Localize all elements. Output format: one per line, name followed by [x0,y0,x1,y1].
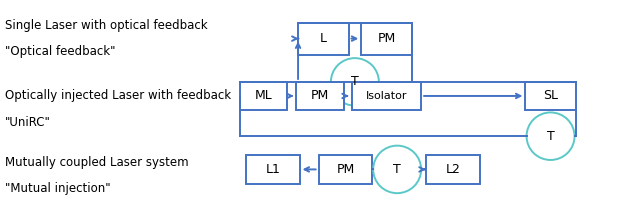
Bar [246,155,300,184]
Text: PM: PM [311,90,329,102]
Text: "Optical feedback": "Optical feedback" [4,45,115,58]
Ellipse shape [373,146,421,193]
Text: "UniRC": "UniRC" [4,116,51,129]
Bar [361,22,411,55]
Text: Mutually coupled Laser system: Mutually coupled Laser system [4,156,188,169]
Ellipse shape [331,58,379,106]
Text: SL: SL [543,90,558,102]
Text: PM: PM [377,32,396,45]
Text: L2: L2 [445,163,460,176]
Bar [318,155,372,184]
Bar [426,155,479,184]
Bar [352,82,421,110]
Text: T: T [351,75,359,88]
Text: T: T [393,163,401,176]
Text: PM: PM [336,163,354,176]
Ellipse shape [527,112,574,160]
Bar [526,82,576,110]
Text: "Mutual injection": "Mutual injection" [4,182,110,195]
Text: Isolator: Isolator [366,91,407,101]
Text: ML: ML [254,90,272,102]
Text: Optically injected Laser with feedback: Optically injected Laser with feedback [4,90,231,102]
Bar [240,82,287,110]
Bar [298,22,349,55]
Text: Single Laser with optical feedback: Single Laser with optical feedback [4,19,207,32]
Text: L: L [320,32,327,45]
Text: L1: L1 [266,163,280,176]
Bar [297,82,344,110]
Text: T: T [547,130,554,143]
